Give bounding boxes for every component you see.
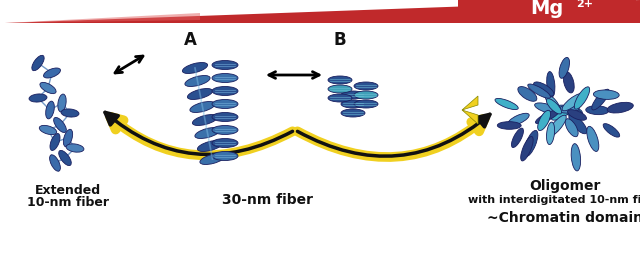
Ellipse shape xyxy=(547,99,561,114)
Ellipse shape xyxy=(521,136,533,161)
Ellipse shape xyxy=(185,76,210,86)
Ellipse shape xyxy=(565,119,578,137)
Ellipse shape xyxy=(193,115,218,125)
Ellipse shape xyxy=(328,76,352,84)
Ellipse shape xyxy=(59,150,71,166)
Ellipse shape xyxy=(536,110,559,124)
Text: A: A xyxy=(184,31,196,49)
Text: 2+: 2+ xyxy=(576,0,593,9)
Ellipse shape xyxy=(58,94,66,112)
Ellipse shape xyxy=(495,99,518,110)
Ellipse shape xyxy=(212,112,238,122)
Text: Oligomer: Oligomer xyxy=(529,179,601,193)
Ellipse shape xyxy=(354,82,378,90)
Ellipse shape xyxy=(61,109,79,117)
Ellipse shape xyxy=(39,125,57,135)
Text: Mg: Mg xyxy=(531,0,564,19)
Polygon shape xyxy=(462,110,478,124)
Ellipse shape xyxy=(511,128,524,148)
Ellipse shape xyxy=(547,122,555,144)
Ellipse shape xyxy=(200,154,225,165)
Ellipse shape xyxy=(190,101,215,112)
Ellipse shape xyxy=(561,106,582,116)
Ellipse shape xyxy=(518,87,537,101)
Ellipse shape xyxy=(50,133,60,150)
Ellipse shape xyxy=(32,55,44,71)
Ellipse shape xyxy=(547,115,566,137)
Ellipse shape xyxy=(328,85,352,93)
FancyBboxPatch shape xyxy=(458,0,636,20)
Ellipse shape xyxy=(182,62,207,74)
Ellipse shape xyxy=(212,86,238,95)
Ellipse shape xyxy=(563,72,574,93)
Ellipse shape xyxy=(559,58,570,78)
Polygon shape xyxy=(5,13,200,23)
Polygon shape xyxy=(5,0,640,23)
Ellipse shape xyxy=(354,91,378,99)
Ellipse shape xyxy=(571,144,580,171)
Ellipse shape xyxy=(534,82,554,96)
Ellipse shape xyxy=(574,87,589,109)
Ellipse shape xyxy=(212,151,238,160)
Ellipse shape xyxy=(545,94,560,111)
Text: Extended: Extended xyxy=(35,183,101,197)
Ellipse shape xyxy=(354,100,378,108)
Ellipse shape xyxy=(528,84,550,98)
Ellipse shape xyxy=(212,139,238,148)
Ellipse shape xyxy=(508,113,529,126)
Ellipse shape xyxy=(341,100,365,108)
Ellipse shape xyxy=(50,155,60,171)
Ellipse shape xyxy=(29,94,47,102)
Ellipse shape xyxy=(562,93,583,111)
Ellipse shape xyxy=(603,124,620,137)
Ellipse shape xyxy=(45,101,54,119)
Text: ~Chromatin domain: ~Chromatin domain xyxy=(487,211,640,225)
Text: 30-nm fiber: 30-nm fiber xyxy=(223,193,314,207)
Ellipse shape xyxy=(524,130,538,157)
Ellipse shape xyxy=(341,109,365,117)
Ellipse shape xyxy=(328,94,352,102)
Ellipse shape xyxy=(44,68,61,78)
Ellipse shape xyxy=(587,126,599,151)
Ellipse shape xyxy=(212,74,238,83)
Text: B: B xyxy=(333,31,346,49)
Text: 10-nm fiber: 10-nm fiber xyxy=(27,197,109,209)
Ellipse shape xyxy=(557,105,583,117)
Ellipse shape xyxy=(552,105,574,120)
Ellipse shape xyxy=(40,82,56,94)
Ellipse shape xyxy=(534,103,560,114)
Ellipse shape xyxy=(593,90,619,99)
Ellipse shape xyxy=(586,106,609,115)
Ellipse shape xyxy=(538,110,550,131)
Ellipse shape xyxy=(188,88,212,100)
Ellipse shape xyxy=(66,144,84,152)
Ellipse shape xyxy=(568,110,586,120)
Polygon shape xyxy=(462,96,478,110)
Ellipse shape xyxy=(592,89,609,110)
Ellipse shape xyxy=(54,117,67,133)
Ellipse shape xyxy=(195,127,220,139)
Ellipse shape xyxy=(607,102,634,113)
Ellipse shape xyxy=(558,105,579,113)
Ellipse shape xyxy=(212,100,238,109)
Ellipse shape xyxy=(212,125,238,134)
Ellipse shape xyxy=(63,129,72,147)
Ellipse shape xyxy=(341,91,365,99)
Text: with interdigitated 10-nm fiber: with interdigitated 10-nm fiber xyxy=(468,195,640,205)
Ellipse shape xyxy=(547,71,555,97)
Ellipse shape xyxy=(569,114,587,134)
Ellipse shape xyxy=(197,141,223,151)
Ellipse shape xyxy=(212,60,238,69)
Ellipse shape xyxy=(497,122,521,129)
